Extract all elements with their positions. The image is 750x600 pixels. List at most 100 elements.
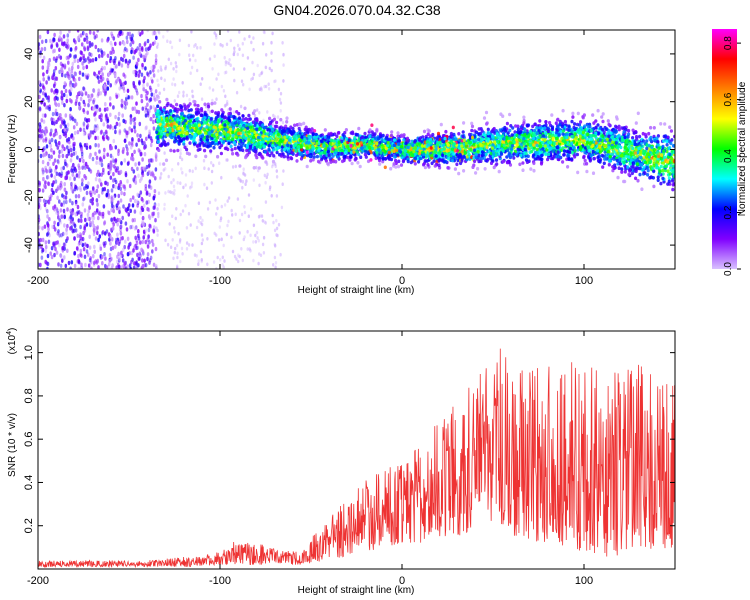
noise-point [100,53,104,58]
noise-point [87,263,91,268]
noise-point [135,240,139,246]
noise-point [88,30,92,35]
noise-point [54,58,58,63]
noise-point [59,30,62,35]
noise-point [83,143,87,148]
noise-point [167,189,170,194]
noise-point [241,53,245,58]
noise-point [44,244,48,250]
noise-point [94,135,97,141]
noise-point [96,225,99,230]
noise-point [62,242,66,247]
noise-point [82,86,85,91]
noise-point [154,176,157,181]
noise-point [66,236,69,241]
noise-point [263,30,266,35]
noise-point [127,203,131,208]
noise-point [82,131,86,137]
noise-point [63,159,67,164]
noise-point [74,71,77,77]
noise-point [70,219,73,224]
noise-point [38,128,41,133]
noise-point [87,94,90,99]
noise-point [120,103,124,108]
noise-point [78,90,81,96]
noise-point [224,60,228,64]
noise-point [109,163,112,168]
noise-point [79,224,82,230]
noise-point [125,101,129,106]
signal-point [228,107,232,111]
noise-point [208,200,212,205]
noise-point [57,154,61,159]
noise-point [55,76,59,82]
noise-point [62,208,66,214]
noise-point [64,133,68,138]
signal-point [656,175,660,179]
noise-point [58,199,61,204]
noise-point [38,86,41,91]
noise-point [84,74,88,80]
noise-point [53,32,56,38]
noise-point [124,80,127,86]
noise-point [42,176,45,182]
noise-point [55,142,58,147]
noise-point [106,118,110,124]
noise-point [122,264,125,269]
noise-point [175,64,178,69]
noise-point [216,255,219,260]
noise-point [210,169,214,174]
noise-point [68,89,71,94]
noise-point [91,130,95,135]
noise-point [85,249,89,254]
noise-point [152,211,156,216]
noise-point [158,91,161,95]
noise-point [171,238,174,242]
noise-point [225,232,228,237]
noise-point [112,184,115,189]
noise-point [92,99,95,105]
noise-point [118,183,121,188]
noise-point [101,187,105,192]
noise-point [56,222,60,227]
noise-point [163,207,166,211]
signal-point [344,128,348,132]
noise-point [141,62,144,68]
noise-point [62,92,66,98]
noise-point [68,67,71,72]
noise-point [97,265,100,269]
noise-point [159,175,162,179]
noise-point [282,52,285,57]
noise-point [282,63,285,67]
noise-point [110,145,113,151]
noise-point [123,100,126,105]
noise-point [70,134,73,139]
noise-point [96,258,99,264]
noise-point [95,198,99,203]
noise-point [60,214,64,219]
noise-point [220,204,223,209]
noise-point [49,196,52,202]
noise-point [130,49,133,55]
noise-point [152,196,156,201]
noise-point [217,72,220,77]
noise-point [137,109,141,115]
signal-point [627,128,631,133]
noise-point [154,157,158,162]
noise-point [96,184,100,189]
noise-point [200,97,204,101]
noise-point [96,75,100,80]
noise-point [147,184,151,189]
noise-point [268,187,272,192]
noise-point [152,126,156,131]
signal-point [159,106,163,110]
noise-point [122,118,125,124]
noise-point [121,247,125,253]
noise-point [181,209,185,213]
noise-point [243,173,247,177]
noise-point [53,48,56,53]
noise-point [102,167,105,173]
signal-point [389,166,393,171]
signal-point [236,145,240,149]
noise-point [50,154,53,159]
